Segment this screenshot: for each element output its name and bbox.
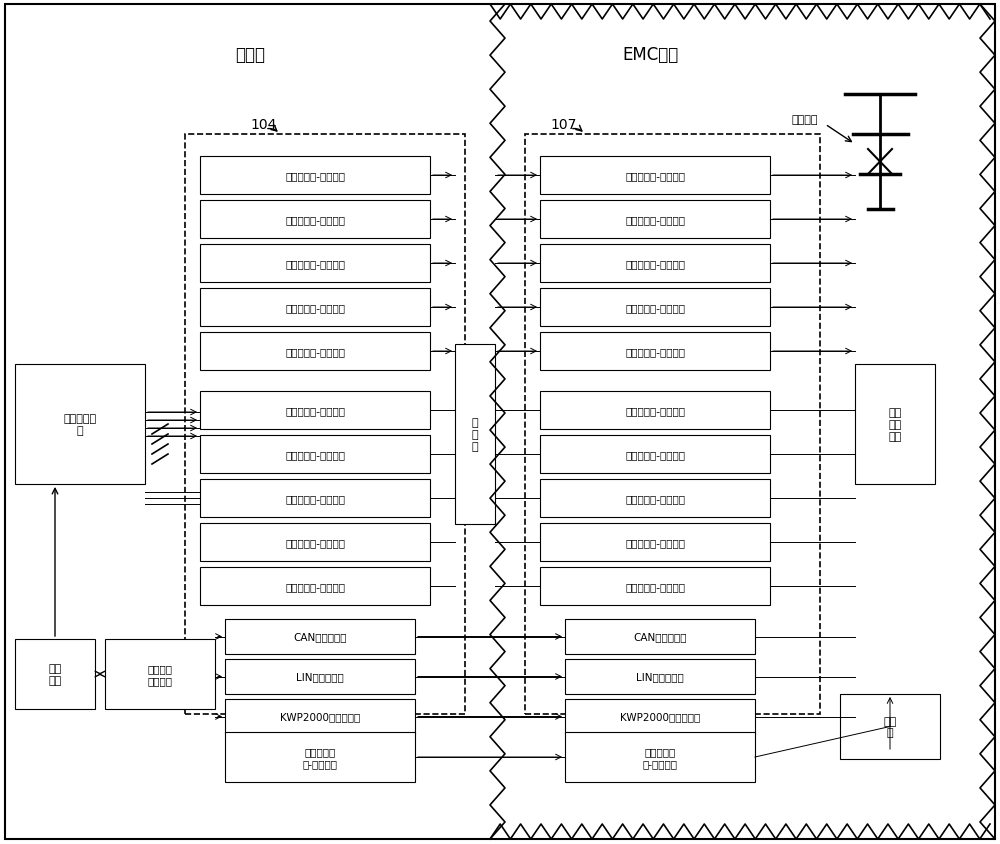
Text: 模拟信号光-电转换器: 模拟信号光-电转换器 — [285, 170, 345, 181]
Text: 104: 104 — [250, 118, 276, 132]
Bar — [455, 344, 495, 524]
Text: 脉冲信号电-光转换器: 脉冲信号电-光转换器 — [625, 347, 685, 356]
Bar — [855, 365, 935, 484]
Bar — [565, 619, 755, 654]
Text: 发射天线: 发射天线 — [792, 115, 818, 125]
Bar — [200, 333, 430, 371]
Text: KWP2000光电转换器: KWP2000光电转换器 — [280, 711, 360, 722]
Text: 待测
电控
单元: 待测 电控 单元 — [888, 408, 902, 441]
Bar — [200, 567, 430, 605]
Bar — [540, 436, 770, 473]
Text: 音视频信号
电-光转换器: 音视频信号 电-光转换器 — [642, 746, 678, 768]
Text: 位移信号电-光转换器: 位移信号电-光转换器 — [285, 450, 345, 459]
FancyBboxPatch shape — [5, 5, 995, 839]
Bar — [200, 479, 430, 517]
Text: 模拟信号电-光转换器: 模拟信号电-光转换器 — [625, 170, 685, 181]
Bar — [540, 567, 770, 605]
Bar — [540, 392, 770, 430]
Bar — [565, 659, 755, 694]
Text: 音频信号光-电转换器: 音频信号光-电转换器 — [625, 494, 685, 503]
Bar — [565, 699, 755, 734]
Text: 音频信号电-光转换器: 音频信号电-光转换器 — [625, 259, 685, 268]
Bar — [540, 289, 770, 327]
Bar — [225, 699, 415, 734]
Bar — [225, 619, 415, 654]
Text: CAN光电转换器: CAN光电转换器 — [633, 632, 687, 641]
Text: 模拟信号电-光转换器: 模拟信号电-光转换器 — [285, 405, 345, 415]
Bar — [540, 157, 770, 195]
Text: 摄像
机: 摄像 机 — [883, 716, 897, 738]
Text: 位移信号光-电转换器: 位移信号光-电转换器 — [625, 450, 685, 459]
Text: 视频信号光-电转换器: 视频信号光-电转换器 — [625, 538, 685, 548]
Bar — [185, 135, 465, 714]
Text: 107: 107 — [550, 118, 576, 132]
Bar — [15, 639, 95, 709]
Bar — [225, 659, 415, 694]
Text: 视频信号光-电转换器: 视频信号光-电转换器 — [285, 303, 345, 312]
Bar — [200, 157, 430, 195]
Text: 信号模拟设
备: 信号模拟设 备 — [63, 414, 97, 436]
Text: EMC暗室: EMC暗室 — [622, 46, 678, 64]
Text: KWP2000光电转换器: KWP2000光电转换器 — [620, 711, 700, 722]
Text: 视频信号电-光转换器: 视频信号电-光转换器 — [625, 303, 685, 312]
Bar — [225, 732, 415, 782]
Bar — [540, 201, 770, 239]
Bar — [525, 135, 820, 714]
Bar — [200, 201, 430, 239]
Text: 音视频信号
光-电转换器: 音视频信号 光-电转换器 — [302, 746, 338, 768]
Text: 脉冲信号光-电转换器: 脉冲信号光-电转换器 — [285, 347, 345, 356]
Bar — [200, 392, 430, 430]
Bar — [200, 245, 430, 283]
Text: 音频信号光-电转换器: 音频信号光-电转换器 — [285, 259, 345, 268]
Text: 视频信号电-光转换器: 视频信号电-光转换器 — [285, 538, 345, 548]
Bar — [200, 436, 430, 473]
Bar — [200, 523, 430, 561]
Bar — [105, 639, 215, 709]
Text: 位移信号电-光转换器: 位移信号电-光转换器 — [625, 214, 685, 225]
Text: 脉冲信号电-光转换器: 脉冲信号电-光转换器 — [285, 582, 345, 592]
Text: 接
口
板: 接 口 板 — [472, 418, 478, 451]
Bar — [15, 365, 145, 484]
Bar — [540, 479, 770, 517]
Bar — [540, 333, 770, 371]
Bar — [540, 245, 770, 283]
Text: 音频信号电-光转换器: 音频信号电-光转换器 — [285, 494, 345, 503]
Text: LIN光电转换器: LIN光电转换器 — [636, 672, 684, 682]
Bar — [565, 732, 755, 782]
Text: 位移信号光-电转换器: 位移信号光-电转换器 — [285, 214, 345, 225]
Text: 协议信号
收发模块: 协议信号 收发模块 — [148, 663, 173, 685]
Text: CAN光电转换器: CAN光电转换器 — [293, 632, 347, 641]
Bar — [840, 694, 940, 759]
Text: 模拟信号光-电转换器: 模拟信号光-电转换器 — [625, 405, 685, 415]
Text: 控制室: 控制室 — [235, 46, 265, 64]
Text: 控制
主机: 控制 主机 — [48, 663, 62, 685]
Bar — [540, 523, 770, 561]
Bar — [200, 289, 430, 327]
Text: 脉冲信号光-电转换器: 脉冲信号光-电转换器 — [625, 582, 685, 592]
Text: LIN光电转换器: LIN光电转换器 — [296, 672, 344, 682]
